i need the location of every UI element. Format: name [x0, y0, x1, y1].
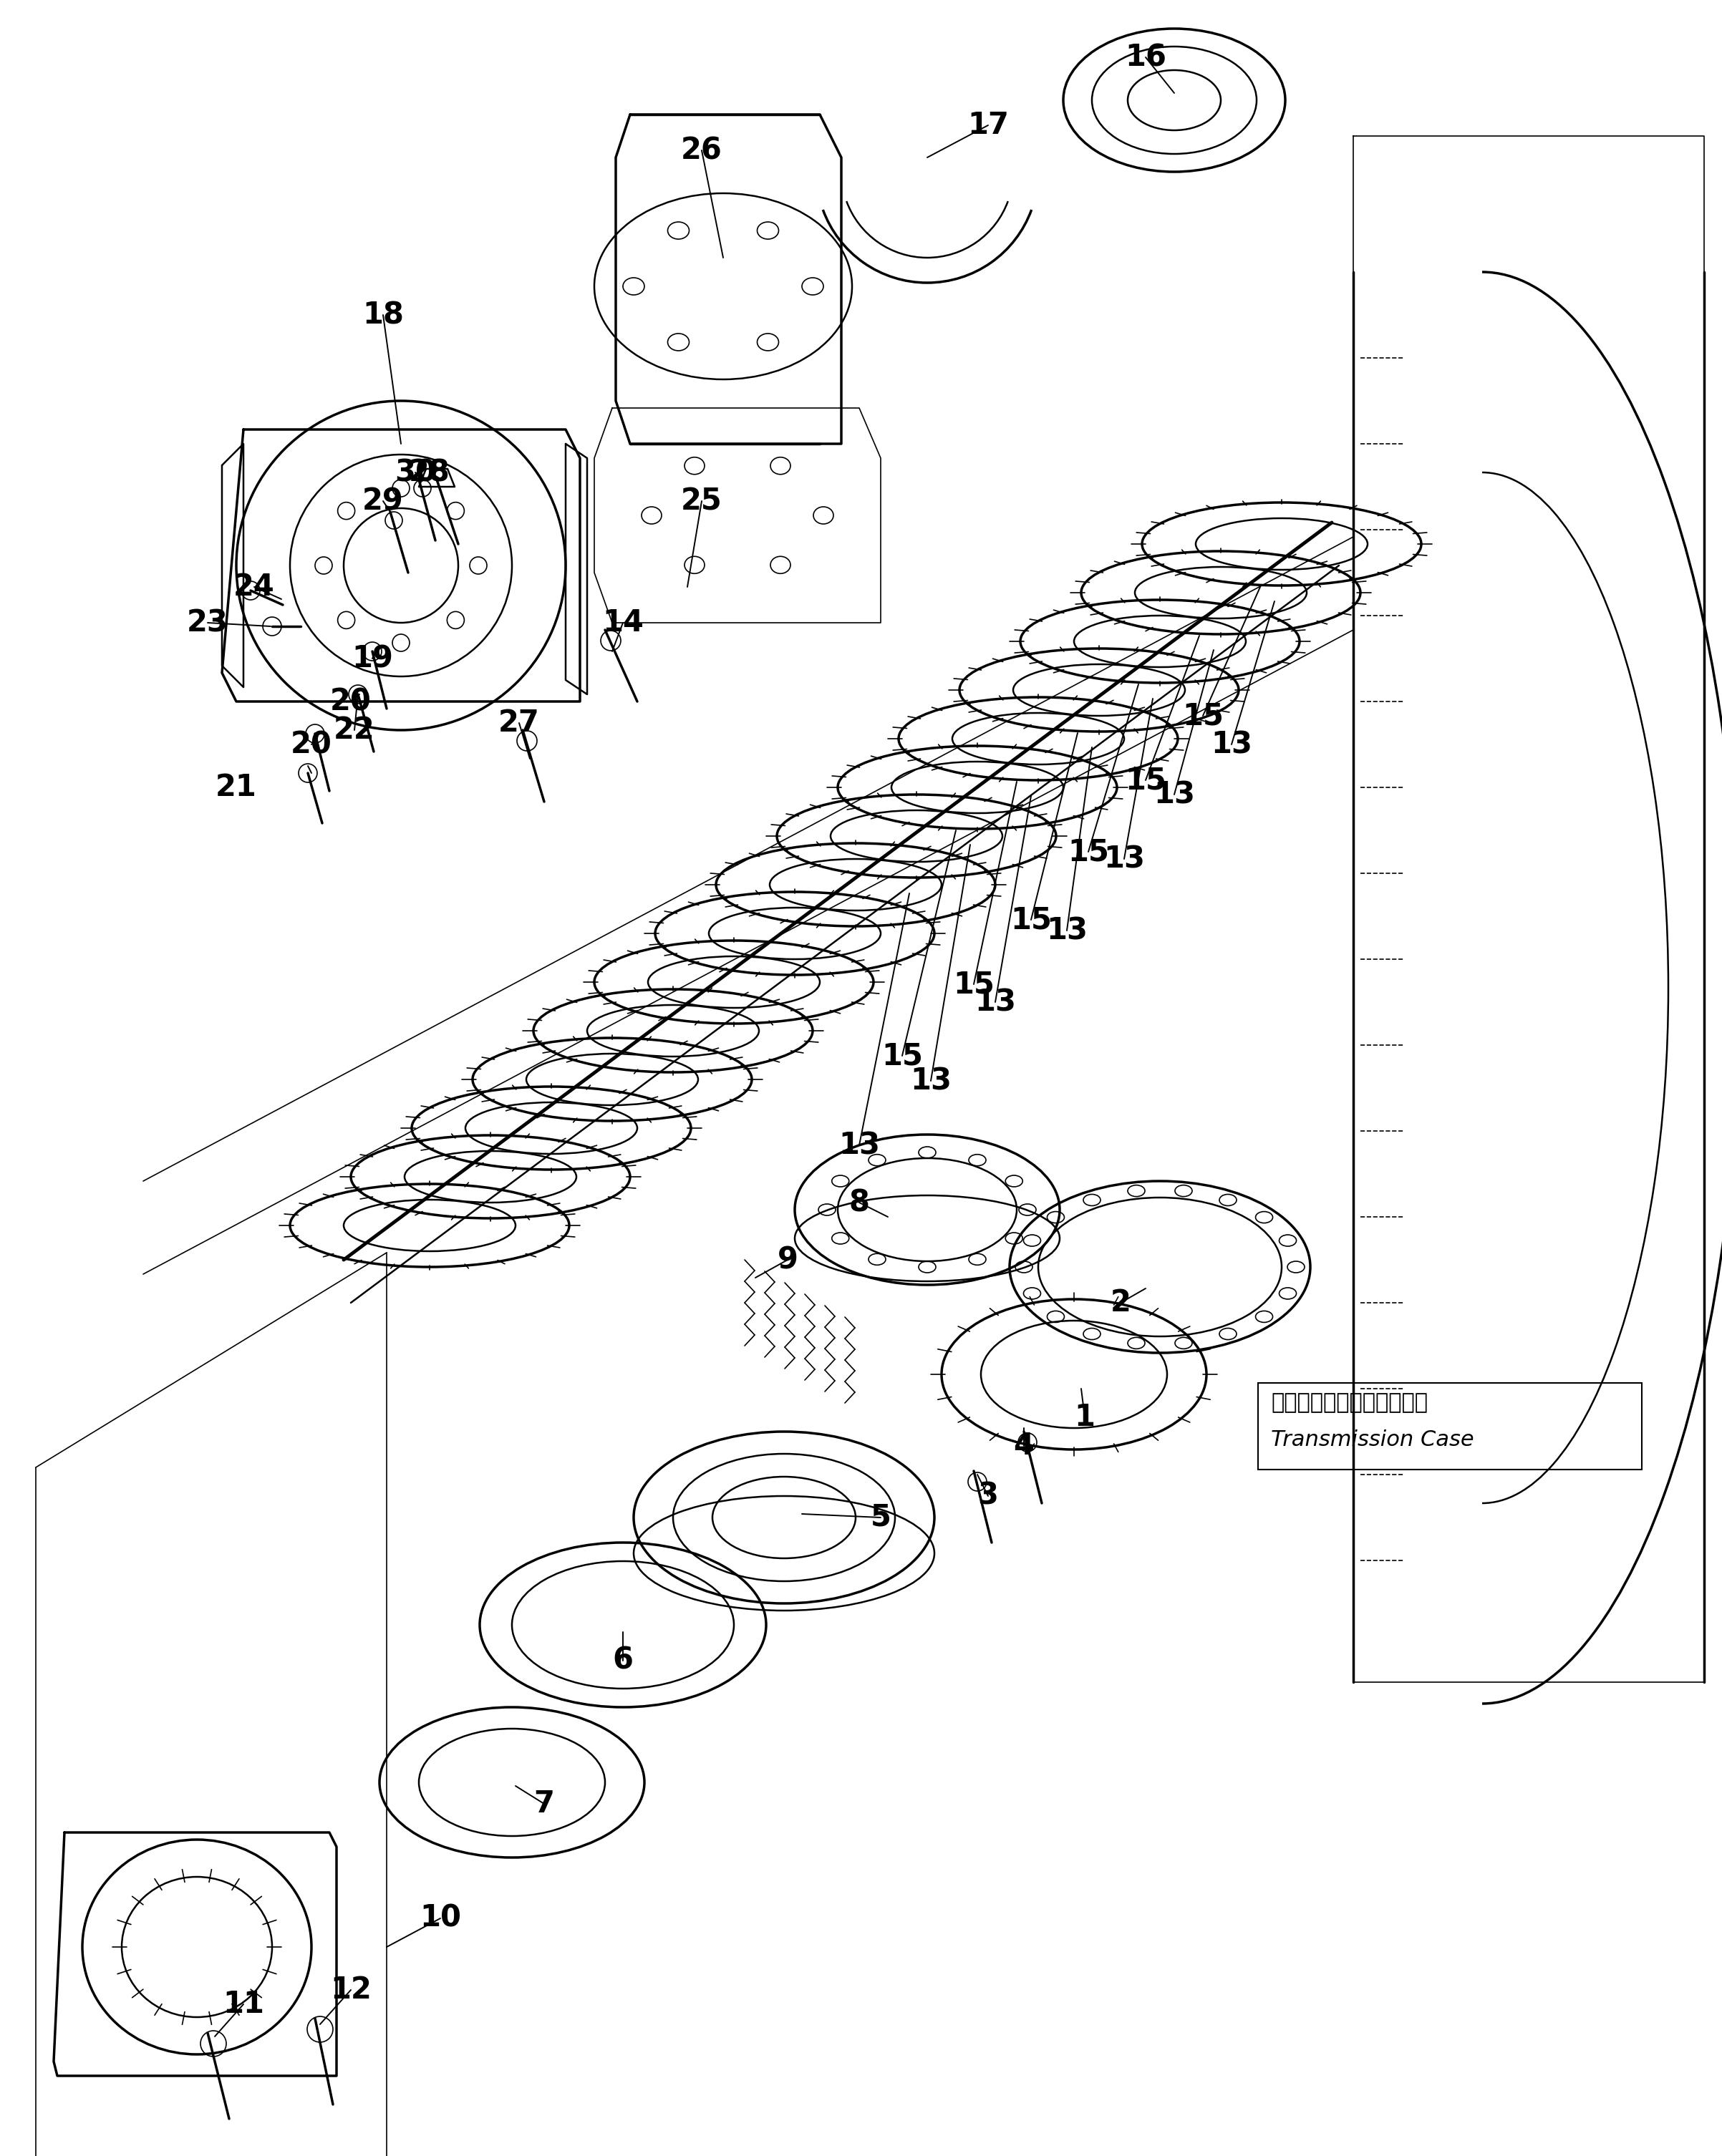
Text: 11: 11 [222, 1990, 263, 2020]
Text: 21: 21 [215, 772, 257, 802]
Text: トランスミッションケース: トランスミッションケース [1271, 1393, 1428, 1414]
Text: 6: 6 [613, 1645, 634, 1675]
Text: 26: 26 [680, 136, 723, 166]
Text: 22: 22 [334, 716, 375, 746]
Text: Transmission Case: Transmission Case [1271, 1429, 1474, 1451]
Text: 14: 14 [603, 608, 644, 638]
Text: 15: 15 [952, 970, 995, 998]
Text: 13: 13 [1154, 780, 1195, 808]
Text: 5: 5 [870, 1503, 890, 1533]
Text: 28: 28 [408, 457, 451, 487]
Text: 15: 15 [1124, 765, 1166, 796]
Text: 3: 3 [978, 1481, 999, 1511]
Text: 13: 13 [1211, 729, 1252, 759]
Text: 20: 20 [331, 686, 372, 716]
Text: 2: 2 [1111, 1287, 1131, 1317]
Text: 8: 8 [849, 1188, 870, 1218]
Text: 9: 9 [777, 1244, 797, 1274]
Text: 30: 30 [394, 457, 436, 487]
Text: 15: 15 [882, 1041, 923, 1072]
Text: 4: 4 [1014, 1432, 1035, 1462]
Text: 13: 13 [1104, 843, 1145, 873]
Text: 25: 25 [680, 485, 722, 515]
Text: 10: 10 [420, 1904, 461, 1934]
Text: 24: 24 [234, 571, 276, 602]
Text: 16: 16 [1124, 43, 1166, 73]
Text: 27: 27 [498, 707, 539, 737]
Text: 13: 13 [1045, 916, 1088, 946]
Text: 1: 1 [1075, 1401, 1095, 1432]
Text: 17: 17 [968, 110, 1009, 140]
Text: 15: 15 [1183, 701, 1224, 731]
Text: 19: 19 [351, 642, 393, 673]
Text: 23: 23 [188, 608, 229, 638]
Text: 12: 12 [331, 1975, 372, 2005]
Text: 29: 29 [362, 485, 403, 515]
Text: 13: 13 [975, 987, 1016, 1018]
Text: 20: 20 [291, 729, 332, 759]
Text: 15: 15 [1068, 837, 1109, 867]
Text: 18: 18 [362, 300, 405, 330]
Text: 13: 13 [839, 1130, 880, 1160]
Text: 13: 13 [909, 1065, 952, 1095]
Text: 7: 7 [534, 1789, 554, 1820]
Text: 15: 15 [1011, 906, 1052, 936]
